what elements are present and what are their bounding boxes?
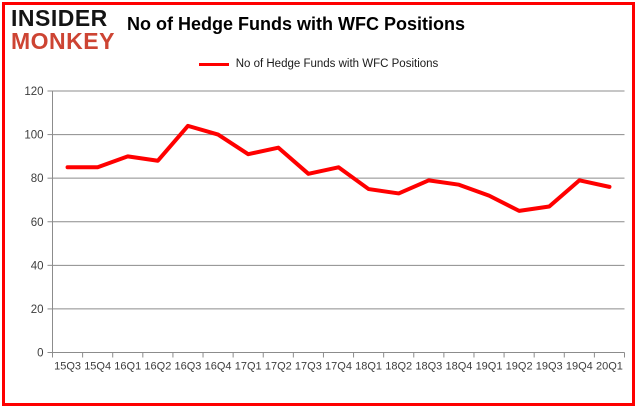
logo-text-insider: INSIDER (11, 5, 108, 31)
x-axis-tick-label: 15Q3 (54, 361, 81, 373)
x-axis-tick-label: 19Q3 (536, 361, 563, 373)
y-axis-tick-label: 40 (31, 260, 44, 272)
x-axis-tick-label: 17Q3 (295, 361, 322, 373)
logo-text-monkey: MONKEY (11, 27, 115, 54)
x-axis-tick-label: 16Q1 (114, 361, 141, 373)
x-axis-tick-label: 19Q4 (566, 361, 593, 373)
page-title: No of Hedge Funds with WFC Positions (127, 14, 465, 34)
x-axis-tick-label: 16Q3 (175, 361, 202, 373)
legend-label: No of Hedge Funds with WFC Positions (235, 58, 439, 70)
x-axis-tick-label: 18Q4 (445, 361, 472, 373)
insider-monkey-logo: INSIDER MONKEY (11, 7, 115, 52)
x-axis-tick-label: 17Q1 (235, 361, 262, 373)
x-axis-tick-label: 15Q4 (84, 361, 111, 373)
x-axis-tick-label: 19Q1 (476, 361, 503, 373)
y-axis-tick-label: 100 (24, 130, 43, 142)
y-axis-tick-label: 80 (31, 173, 44, 185)
series-line (65, 123, 612, 213)
x-axis-tick-label: 16Q4 (205, 361, 232, 373)
y-axis-tick-label: 120 (24, 86, 43, 98)
x-axis-tick-label: 18Q1 (355, 361, 382, 373)
x-axis-tick-label: 18Q3 (415, 361, 442, 373)
chart-legend: No of Hedge Funds with WFC Positions (0, 56, 637, 72)
y-axis-tick-label: 0 (37, 348, 43, 360)
y-axis-tick-label: 60 (31, 217, 44, 229)
legend-line-swatch (198, 62, 229, 66)
x-axis-tick-label: 20Q1 (596, 361, 623, 373)
x-axis-tick-label: 18Q2 (385, 361, 412, 373)
x-axis-tick-label: 16Q2 (144, 361, 171, 373)
x-axis-tick-label: 17Q4 (325, 361, 352, 373)
y-axis-tick-label: 20 (31, 304, 44, 316)
x-axis-tick-label: 17Q2 (265, 361, 292, 373)
x-axis-tick-label: 19Q2 (506, 361, 533, 373)
